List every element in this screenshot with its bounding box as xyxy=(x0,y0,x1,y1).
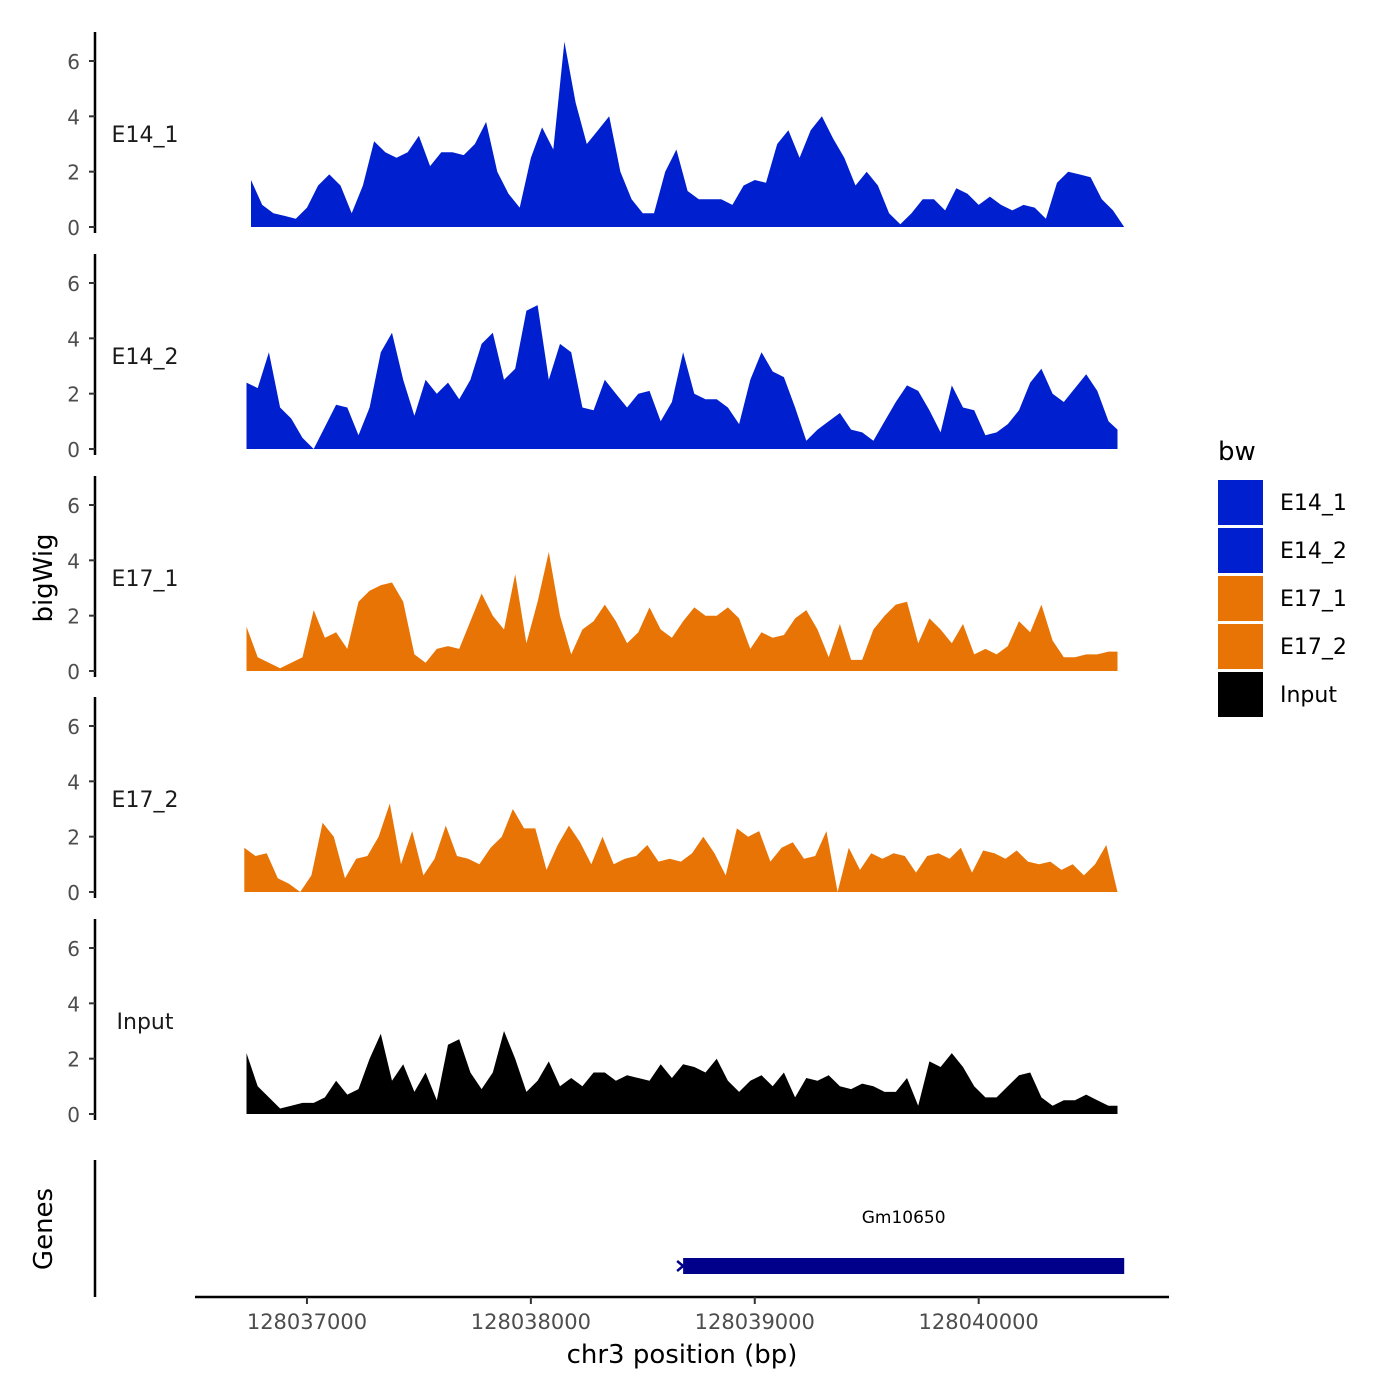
legend-swatch xyxy=(1218,528,1263,573)
track-label: E14_2 xyxy=(112,345,179,370)
y-tick-label: 2 xyxy=(67,1048,80,1072)
y-tick-label: 6 xyxy=(67,715,80,739)
genes-axis-label: Genes xyxy=(29,1188,59,1270)
tracks-group: 0 2 4 6 E14_1 0 2 4 6 E14_2 0 2 4 6 E17_1 0 2 4 6 E17_2 0 2 4 6… xyxy=(67,32,1125,1127)
x-axis-label: chr3 position (bp) xyxy=(567,1340,798,1370)
legend-swatch xyxy=(1218,576,1263,621)
y-tick-label: 6 xyxy=(67,272,80,296)
track-label: Input xyxy=(117,1010,174,1035)
y-tick-label: 4 xyxy=(67,992,80,1016)
y-tick-label: 0 xyxy=(67,1103,80,1127)
gene-body xyxy=(683,1258,1125,1274)
y-tick-label: 4 xyxy=(67,770,80,794)
legend-label: E17_1 xyxy=(1280,587,1347,612)
legend-swatch xyxy=(1218,624,1263,669)
y-tick-label: 0 xyxy=(67,660,80,684)
y-tick-label: 0 xyxy=(67,438,80,462)
legend-label: E17_2 xyxy=(1280,635,1347,660)
track-e14-2: 0 2 4 6 E14_2 xyxy=(67,254,1118,462)
track-input: 0 2 4 6 Input xyxy=(67,919,1118,1127)
y-tick-label: 2 xyxy=(67,161,80,185)
x-axis: 128037000 128038000 128039000 128040000 xyxy=(195,1295,1169,1334)
y-tick-label: 0 xyxy=(67,881,80,905)
signal-area xyxy=(246,552,1118,671)
track-label: E17_1 xyxy=(112,567,179,592)
y-tick-label: 2 xyxy=(67,605,80,629)
x-tick-label: 128038000 xyxy=(471,1310,591,1334)
legend-label: Input xyxy=(1280,683,1337,708)
y-tick-label: 6 xyxy=(67,494,80,518)
legend: bw E14_1 E14_2 E17_1 E17_2 Input xyxy=(1218,437,1347,717)
y-tick-label: 4 xyxy=(67,327,80,351)
y-tick-label: 6 xyxy=(67,50,80,74)
y-tick-label: 2 xyxy=(67,826,80,850)
signal-area xyxy=(251,41,1125,227)
gene-strand-arrow xyxy=(676,1260,686,1272)
genes-track: Gm10650 xyxy=(93,1160,1125,1297)
y-tick-label: 0 xyxy=(67,216,80,240)
track-e17-1: 0 2 4 6 E17_1 xyxy=(67,476,1118,684)
track-e17-2: 0 2 4 6 E17_2 xyxy=(67,697,1118,905)
legend-label: E14_1 xyxy=(1280,491,1347,516)
y-tick-label: 6 xyxy=(67,937,80,961)
signal-area xyxy=(246,305,1118,449)
y-tick-label: 4 xyxy=(67,549,80,573)
legend-label: E14_2 xyxy=(1280,539,1347,564)
y-tick-label: 2 xyxy=(67,383,80,407)
track-e14-1: 0 2 4 6 E14_1 xyxy=(67,32,1125,240)
signal-area xyxy=(244,803,1118,892)
legend-swatch xyxy=(1218,672,1263,717)
x-tick-label: 128037000 xyxy=(247,1310,367,1334)
gene-label: Gm10650 xyxy=(862,1208,946,1228)
y-axis-label: bigWig xyxy=(29,533,59,622)
y-tick-label: 4 xyxy=(67,105,80,129)
legend-swatch xyxy=(1218,480,1263,525)
signal-area xyxy=(246,1031,1118,1114)
track-label: E17_2 xyxy=(112,788,179,813)
track-label: E14_1 xyxy=(112,123,179,148)
legend-title: bw xyxy=(1218,437,1256,467)
x-tick-label: 128039000 xyxy=(695,1310,815,1334)
x-tick-label: 128040000 xyxy=(919,1310,1039,1334)
